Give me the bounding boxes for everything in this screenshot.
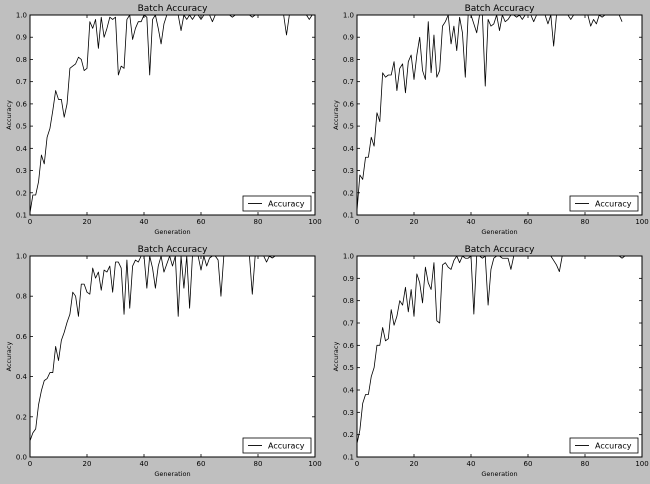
y-tick-label: 0.4 bbox=[16, 145, 28, 153]
chart-title: Batch Accuracy bbox=[138, 245, 208, 255]
x-tick-label: 20 bbox=[410, 218, 419, 226]
chart-panel-3: Batch Accuracy Generation Accuracy 0 20 40 60 8… bbox=[5, 245, 322, 478]
plot-frame bbox=[29, 14, 316, 216]
legend-label: Accuracy bbox=[595, 200, 632, 209]
chart-panel-1: Batch Accuracy Generation Accuracy 0 20 40 60 8… bbox=[5, 4, 322, 236]
y-tick-label: 1.0 bbox=[16, 253, 27, 261]
y-tick-label: 0.0 bbox=[16, 454, 27, 462]
y-tick-label: 0.8 bbox=[343, 56, 354, 64]
x-tick-label: 100 bbox=[635, 460, 648, 468]
chart-title: Batch Accuracy bbox=[138, 4, 208, 14]
x-axis-label: Generation bbox=[481, 470, 517, 478]
y-tick-label: 0.5 bbox=[16, 123, 27, 131]
y-tick-label: 0.8 bbox=[16, 293, 27, 301]
legend-label: Accuracy bbox=[595, 442, 632, 451]
plot-area bbox=[30, 256, 315, 457]
y-tick-label: 0.2 bbox=[16, 413, 27, 421]
y-tick-label: 0.1 bbox=[343, 454, 354, 462]
y-tick-label: 0.1 bbox=[16, 212, 27, 220]
y-tick-label: 1.0 bbox=[16, 12, 27, 20]
x-tick-label: 40 bbox=[467, 460, 476, 468]
y-axis-label: Accuracy bbox=[332, 342, 340, 372]
series-line-1 bbox=[29, 255, 313, 442]
y-tick-label: 0.6 bbox=[343, 100, 355, 108]
legend-label: Accuracy bbox=[268, 200, 305, 209]
y-axis-label: Accuracy bbox=[332, 100, 340, 130]
x-axis-label: Generation bbox=[154, 228, 190, 236]
legend: Accuracy bbox=[569, 195, 639, 212]
y-tick-label: 0.3 bbox=[343, 167, 354, 175]
y-tick-label: 0.7 bbox=[343, 320, 354, 328]
x-tick-label: 40 bbox=[140, 460, 149, 468]
y-tick-label: 0.7 bbox=[343, 78, 354, 86]
x-tick-label: 80 bbox=[581, 218, 590, 226]
plot-area bbox=[357, 256, 642, 457]
x-tick-label: 80 bbox=[254, 218, 263, 226]
x-tick-label: 60 bbox=[197, 460, 206, 468]
legend-label: Accuracy bbox=[268, 442, 305, 451]
plot-area bbox=[357, 15, 642, 215]
x-tick-label: 100 bbox=[635, 218, 648, 226]
chart-title: Batch Accuracy bbox=[465, 245, 535, 255]
legend: Accuracy bbox=[242, 437, 312, 454]
plot-frame bbox=[29, 255, 316, 458]
plot-frame bbox=[356, 14, 643, 216]
y-tick-label: 0.5 bbox=[343, 123, 354, 131]
y-tick-label: 0.6 bbox=[16, 333, 28, 341]
x-tick-label: 40 bbox=[140, 218, 149, 226]
y-axis-label: Accuracy bbox=[5, 342, 13, 372]
x-tick-label: 0 bbox=[28, 218, 32, 226]
y-tick-label: 0.6 bbox=[343, 342, 355, 350]
y-tick-label: 0.4 bbox=[16, 373, 28, 381]
plot-area bbox=[30, 15, 315, 215]
y-tick-label: 0.4 bbox=[343, 145, 355, 153]
y-tick-label: 0.7 bbox=[16, 78, 27, 86]
legend: Accuracy bbox=[569, 437, 639, 454]
x-tick-label: 20 bbox=[410, 460, 419, 468]
y-tick-label: 0.3 bbox=[343, 409, 354, 417]
y-tick-label: 0.6 bbox=[16, 100, 28, 108]
y-tick-label: 0.4 bbox=[343, 387, 355, 395]
legend-box bbox=[569, 195, 639, 212]
x-tick-label: 20 bbox=[83, 218, 92, 226]
y-tick-label: 0.1 bbox=[343, 212, 354, 220]
x-tick-label: 60 bbox=[524, 460, 533, 468]
y-tick-label: 0.2 bbox=[343, 431, 354, 439]
y-axis-label: Accuracy bbox=[5, 100, 13, 130]
legend-box bbox=[242, 195, 312, 212]
y-tick-label: 1.0 bbox=[343, 12, 354, 20]
x-tick-label: 100 bbox=[308, 460, 321, 468]
y-tick-label: 1.0 bbox=[343, 253, 354, 261]
y-tick-label: 0.2 bbox=[343, 189, 354, 197]
x-tick-label: 0 bbox=[355, 218, 359, 226]
x-tick-label: 60 bbox=[197, 218, 206, 226]
x-axis-label: Generation bbox=[481, 228, 517, 236]
x-tick-label: 60 bbox=[524, 218, 533, 226]
y-tick-label: 0.3 bbox=[16, 167, 27, 175]
x-tick-label: 100 bbox=[308, 218, 321, 226]
legend-box bbox=[569, 437, 639, 454]
y-tick-label: 0.9 bbox=[343, 34, 354, 42]
chart-title: Batch Accuracy bbox=[465, 4, 535, 14]
chart-panel-4: Batch Accuracy Generation Accuracy 0 20 40 60 8… bbox=[332, 245, 649, 478]
plot-frame bbox=[356, 255, 643, 458]
x-tick-label: 20 bbox=[83, 460, 92, 468]
x-tick-label: 0 bbox=[28, 460, 32, 468]
y-tick-label: 0.5 bbox=[343, 364, 354, 372]
y-tick-label: 0.8 bbox=[343, 297, 354, 305]
x-tick-label: 80 bbox=[254, 460, 263, 468]
x-tick-label: 0 bbox=[355, 460, 359, 468]
legend: Accuracy bbox=[242, 195, 312, 212]
legend-box bbox=[242, 437, 312, 454]
y-tick-label: 0.9 bbox=[16, 34, 27, 42]
y-tick-label: 0.8 bbox=[16, 56, 27, 64]
y-tick-label: 0.2 bbox=[16, 189, 27, 197]
chart-panel-2: Batch Accuracy Generation Accuracy 0 20 40 60 8… bbox=[332, 4, 649, 236]
x-tick-label: 40 bbox=[467, 218, 476, 226]
y-tick-label: 0.9 bbox=[343, 275, 354, 283]
x-tick-label: 80 bbox=[581, 460, 590, 468]
x-axis-label: Generation bbox=[154, 470, 190, 478]
